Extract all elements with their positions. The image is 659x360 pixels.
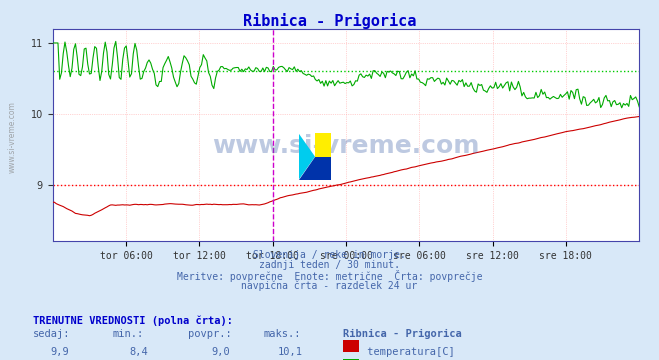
- Text: maks.:: maks.:: [264, 329, 301, 339]
- Text: www.si-vreme.com: www.si-vreme.com: [212, 134, 480, 158]
- Text: 9,0: 9,0: [212, 347, 230, 357]
- Polygon shape: [315, 133, 331, 157]
- Text: 8,4: 8,4: [129, 347, 148, 357]
- Text: Ribnica - Prigorica: Ribnica - Prigorica: [243, 13, 416, 28]
- Text: zadnji teden / 30 minut.: zadnji teden / 30 minut.: [259, 260, 400, 270]
- Polygon shape: [299, 133, 315, 180]
- Text: povpr.:: povpr.:: [188, 329, 231, 339]
- Text: TRENUTNE VREDNOSTI (polna črta):: TRENUTNE VREDNOSTI (polna črta):: [33, 315, 233, 325]
- Text: www.si-vreme.com: www.si-vreme.com: [8, 101, 17, 173]
- Text: Ribnica - Prigorica: Ribnica - Prigorica: [343, 329, 461, 339]
- Polygon shape: [299, 157, 315, 180]
- Text: min.:: min.:: [112, 329, 143, 339]
- Text: temperatura[C]: temperatura[C]: [361, 347, 455, 357]
- Text: Meritve: povprečne  Enote: metrične  Črta: povprečje: Meritve: povprečne Enote: metrične Črta:…: [177, 270, 482, 282]
- Text: 10,1: 10,1: [277, 347, 302, 357]
- Text: Slovenija / reke in morje.: Slovenija / reke in morje.: [253, 250, 406, 260]
- Text: 9,9: 9,9: [50, 347, 69, 357]
- Polygon shape: [315, 157, 331, 180]
- Text: navpična črta - razdelek 24 ur: navpična črta - razdelek 24 ur: [241, 280, 418, 291]
- Text: sedaj:: sedaj:: [33, 329, 71, 339]
